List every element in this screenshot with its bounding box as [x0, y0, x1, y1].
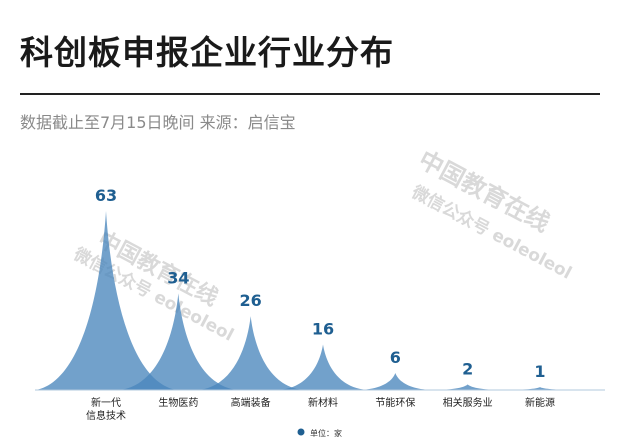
data-value-label: 16 [312, 320, 334, 339]
data-value-label: 2 [462, 359, 473, 378]
chart-spike [198, 316, 303, 390]
chart-spike [434, 384, 501, 390]
legend-marker [297, 428, 305, 436]
chart-spike [278, 344, 368, 390]
category-tick-label: 生物医药 [158, 396, 198, 409]
category-tick-label: 高端装备 [231, 396, 271, 409]
chart-spikes [36, 211, 573, 390]
category-tick-label: 节能环保 [375, 396, 415, 409]
data-value-label: 26 [240, 291, 262, 310]
legend-label: 单位：家 [310, 428, 342, 438]
title-divider [20, 93, 600, 95]
category-tick-label: 新能源 [525, 396, 555, 409]
chart-spike [119, 293, 237, 390]
chart-spike [507, 387, 573, 390]
chart-spike [36, 211, 176, 390]
category-tick-label: 新一代 [91, 396, 121, 409]
chart-legend: 单位：家 [297, 428, 342, 438]
data-value-label: 63 [95, 186, 117, 205]
category-tick-label: 信息技术 [86, 409, 126, 422]
data-value-label: 1 [534, 362, 545, 381]
chart-value-labels: 63 34 26 16 6 2 1 [95, 186, 546, 381]
chart-spike [359, 372, 432, 390]
category-tick-label: 相关服务业 [443, 396, 493, 409]
data-value-label: 34 [167, 268, 189, 287]
chart-title: 科创板申报企业行业分布 [20, 33, 394, 72]
data-value-label: 6 [390, 348, 401, 367]
chart-subtitle: 数据截止至7月15日晚间 来源：启信宝 [20, 113, 296, 132]
category-tick-label: 新材料 [308, 396, 338, 409]
